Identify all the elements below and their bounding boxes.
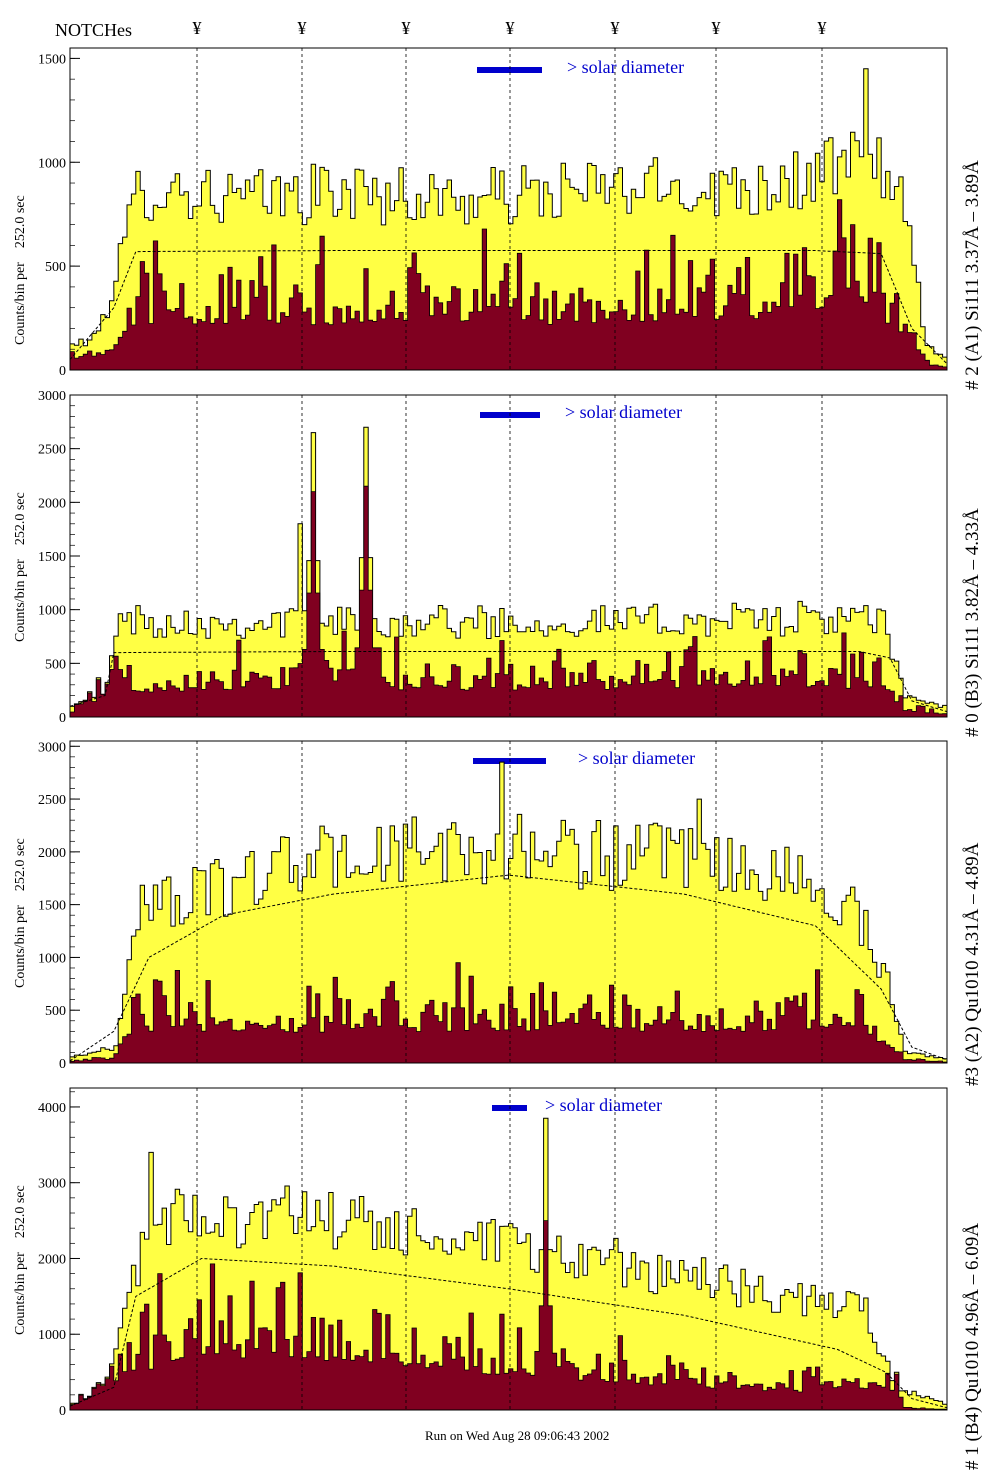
y-tick-label: 0	[59, 364, 66, 379]
series-total-histogram	[69, 761, 948, 1064]
y-tick-label: 2000	[38, 496, 66, 511]
panel-1: Counts/bin per252.0 sec # 0 (B3) Si111 3…	[0, 389, 1004, 737]
series-total-histogram	[69, 1117, 948, 1411]
notch-marker: ¥	[401, 18, 411, 38]
chart-panel-1: 0 500 1000 1500 2000 2500 3000	[38, 389, 948, 726]
series-dark-histogram	[69, 485, 948, 718]
plot-frame	[69, 47, 948, 371]
panel-3: Counts/bin per252.0 sec # 1 (B4) Qu1010 …	[0, 1085, 1004, 1470]
y-tick-label: 500	[45, 260, 66, 275]
solar-diameter-bar	[477, 67, 542, 73]
header: NOTCHes ¥ ¥ ¥ ¥ ¥ ¥ ¥	[0, 0, 1004, 45]
plot-frame	[69, 740, 948, 1064]
solar-diameter-label: > solar diameter	[565, 402, 683, 422]
y-tick-label: 500	[45, 1004, 66, 1019]
y-tick-label: 1500	[38, 550, 66, 565]
y-tick-label: 0	[59, 1057, 66, 1072]
y-tick-label: 2500	[38, 443, 66, 458]
solar-diameter-label: > solar diameter	[545, 1095, 663, 1115]
series-dark-histogram	[69, 199, 948, 371]
y-tick-label: 1500	[38, 52, 66, 67]
y-tick-label: 2000	[38, 846, 66, 861]
chart-panel-2: 0 500 1000 1500 2000 2500 3000	[38, 740, 948, 1072]
notch-title: NOTCHes	[55, 20, 132, 40]
series-dark-histogram	[69, 1220, 948, 1411]
y-tick-label: 0	[59, 711, 66, 726]
solar-diameter-label: > solar diameter	[578, 748, 696, 768]
notch-marker: ¥	[505, 18, 515, 38]
panel-0: Counts/bin per252.0 sec # 2 (A1) Si111 3…	[0, 45, 1004, 390]
chart-panel-3: 0 1000 2000 3000 4000	[38, 1087, 948, 1419]
y-tick-label: 1000	[38, 951, 66, 966]
series-dark-histogram	[69, 962, 948, 1064]
y-tick-label: 2000	[38, 1252, 66, 1267]
y-tick-label: 1500	[38, 899, 66, 914]
notch-marker: ¥	[610, 18, 620, 38]
y-tick-label: 0	[59, 1404, 66, 1419]
y-tick-label: 3000	[38, 740, 66, 755]
notch-marker: ¥	[711, 18, 721, 38]
smoothed-dashed-line	[69, 874, 948, 1062]
smoothed-dashed-line	[69, 250, 948, 365]
y-tick-label: 3000	[38, 1177, 66, 1192]
solar-diameter-bar	[473, 758, 546, 764]
plot-frame	[69, 1087, 948, 1411]
chart-panel-0: 0 500 1000 1500	[38, 47, 948, 379]
smoothed-dashed-line	[69, 651, 948, 713]
footer-run-info: Run on Wed Aug 28 09:06:43 2002	[425, 1428, 610, 1443]
y-tick-label: 4000	[38, 1101, 66, 1116]
solar-diameter-bar	[492, 1105, 527, 1111]
panel-2: Counts/bin per252.0 sec #3 (A2) Qu1010 4…	[0, 738, 1004, 1086]
solar-diameter-label: > solar diameter	[567, 57, 685, 77]
series-total-histogram	[69, 426, 948, 718]
y-tick-label: 1000	[38, 1328, 66, 1343]
y-tick-label: 500	[45, 657, 66, 672]
y-tick-label: 2500	[38, 793, 66, 808]
notch-marker: ¥	[192, 18, 202, 38]
notch-marker: ¥	[297, 18, 307, 38]
y-tick-label: 1000	[38, 156, 66, 171]
notch-marker: ¥	[817, 18, 827, 38]
y-tick-label: 3000	[38, 389, 66, 404]
y-tick-label: 1000	[38, 604, 66, 619]
smoothed-dashed-line	[69, 1257, 948, 1409]
